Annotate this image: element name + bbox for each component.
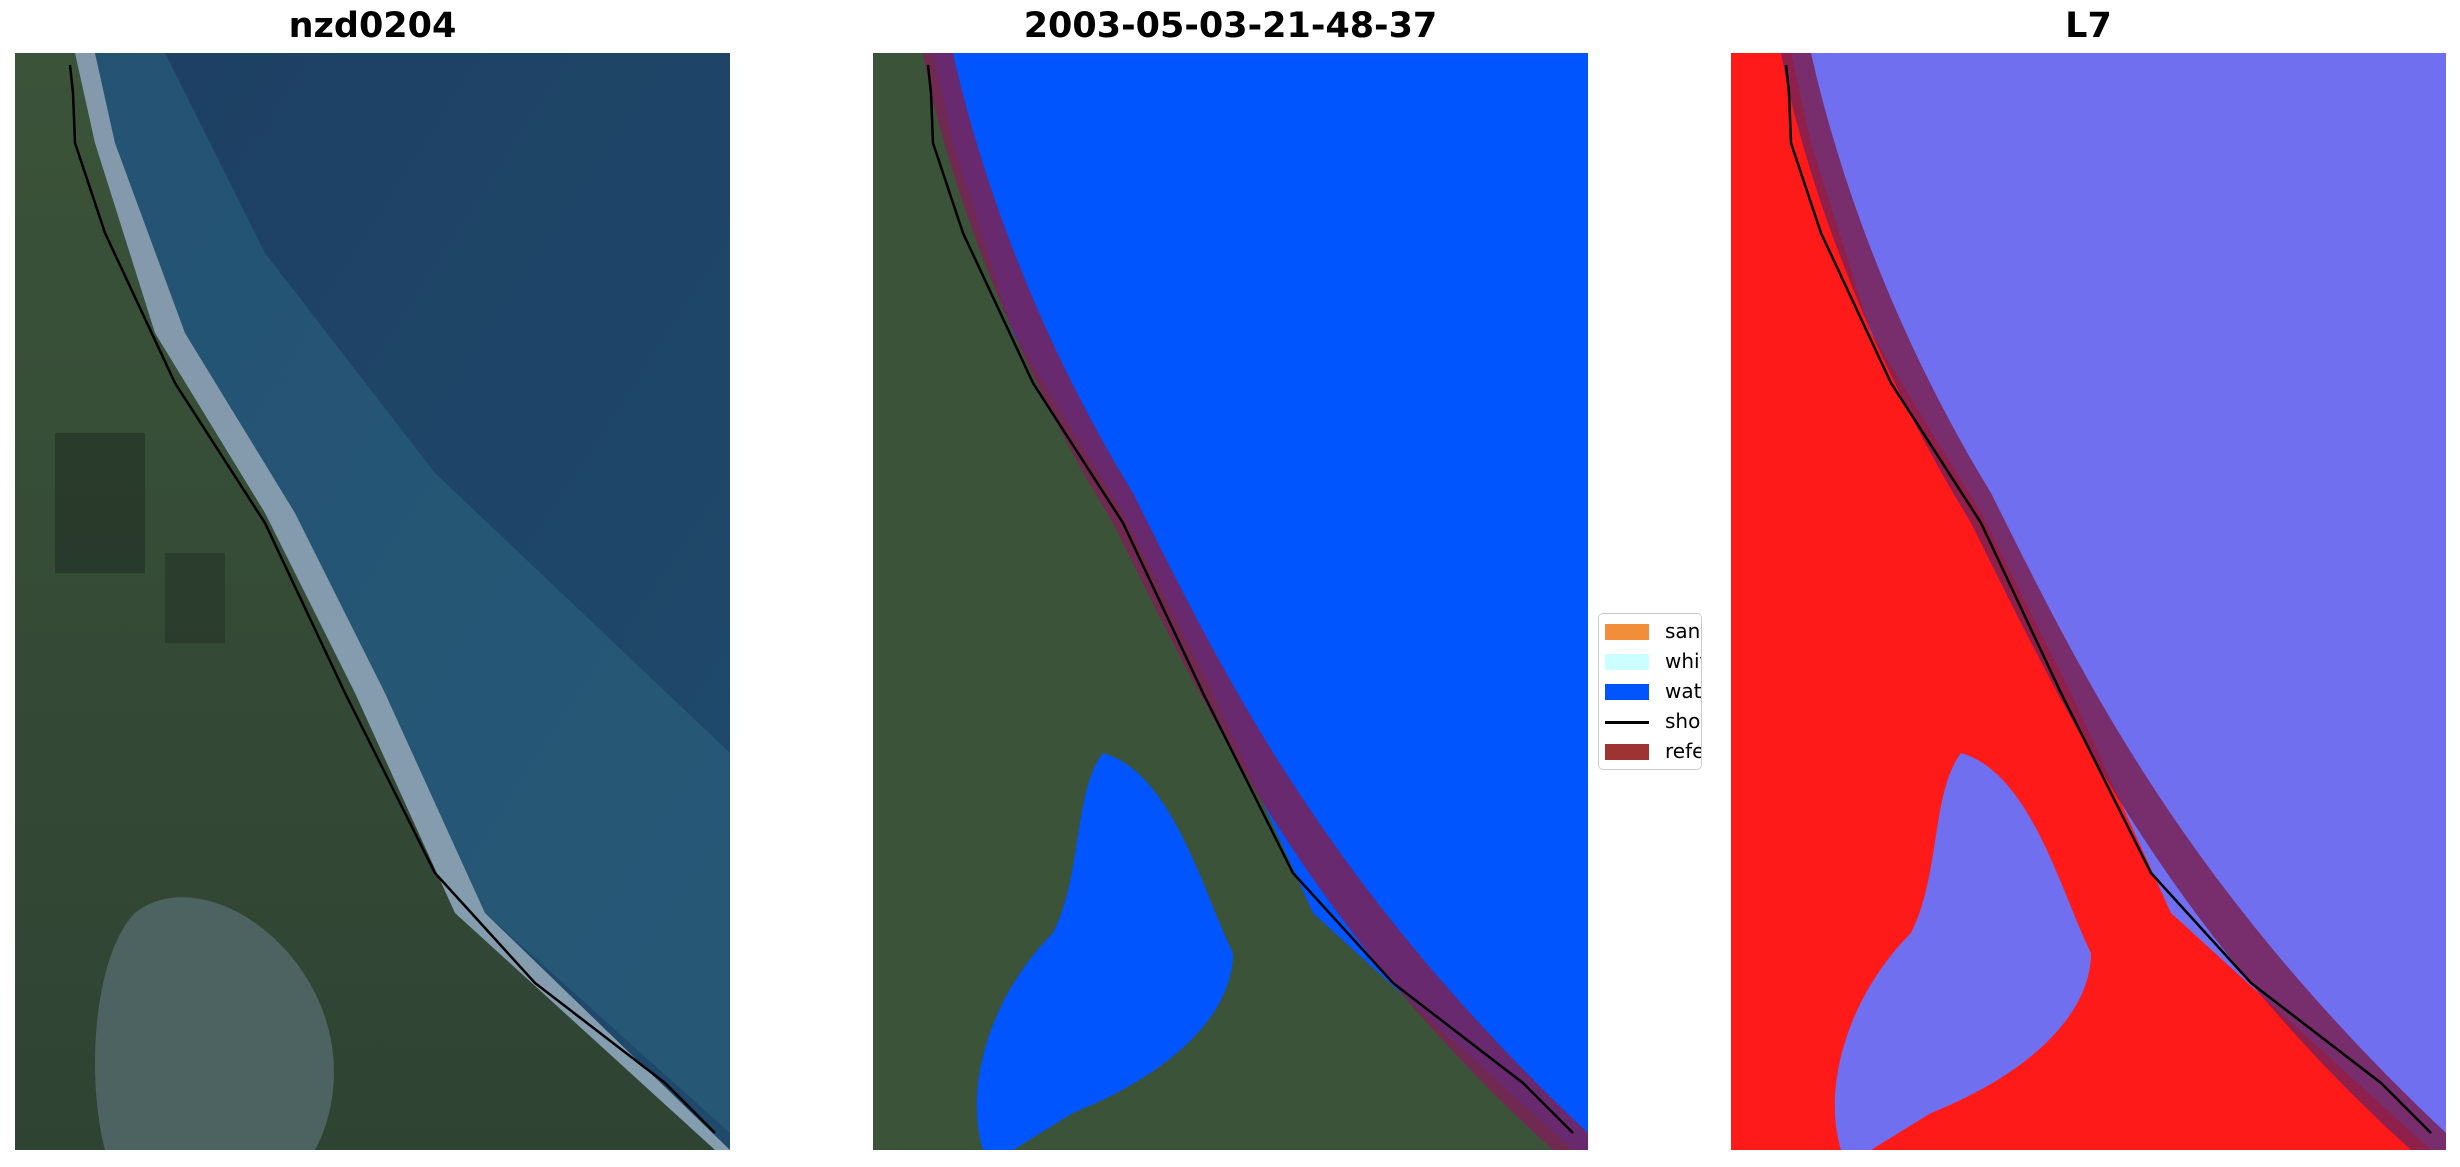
shoreline-swatch [1605, 721, 1649, 724]
forest-block [55, 433, 145, 573]
shoreline-line [1784, 64, 2432, 1134]
shallow-water [95, 53, 730, 1133]
classification-image [873, 53, 1588, 1150]
legend-item-sand: sand [1605, 619, 1701, 643]
shoreline-line [68, 64, 716, 1134]
legend-label: sand [1665, 619, 1701, 643]
legend-label: water [1665, 679, 1702, 703]
forest-block [165, 553, 225, 643]
index-land-area [1731, 53, 2431, 1150]
legend: sand whitewater water shoreline referenc… [1598, 613, 1702, 770]
panel-title-index: L7 [2065, 6, 2112, 46]
legend-item-water: water [1605, 679, 1702, 703]
shoreline-line [926, 64, 1574, 1134]
classification-panel [873, 53, 1588, 1150]
legend-item-reference: reference [1605, 739, 1702, 763]
water-swatch [1605, 684, 1649, 700]
panel-title-classification: 2003-05-03-21-48-37 [1023, 6, 1438, 46]
harbour-water [95, 897, 334, 1150]
legend-label: reference [1665, 739, 1702, 763]
panel-title-rgb: nzd0204 [288, 6, 457, 46]
index-image [1731, 53, 2446, 1150]
legend-label: shoreline [1665, 709, 1701, 733]
whitewater-swatch [1605, 654, 1649, 670]
land-area [15, 53, 715, 1150]
sand-swatch [1605, 624, 1649, 640]
harbour-index-water [1834, 753, 2091, 1150]
index-panel [1731, 53, 2446, 1150]
harbour-classified-water [976, 753, 1233, 1150]
rgb-image-panel [15, 53, 730, 1150]
land-area [873, 53, 1573, 1150]
legend-item-whitewater: whitewater [1605, 649, 1701, 673]
legend-item-shoreline: shoreline [1605, 709, 1701, 733]
rgb-image [15, 53, 730, 1150]
reference-swatch [1605, 744, 1649, 760]
legend-label: whitewater [1665, 649, 1701, 673]
